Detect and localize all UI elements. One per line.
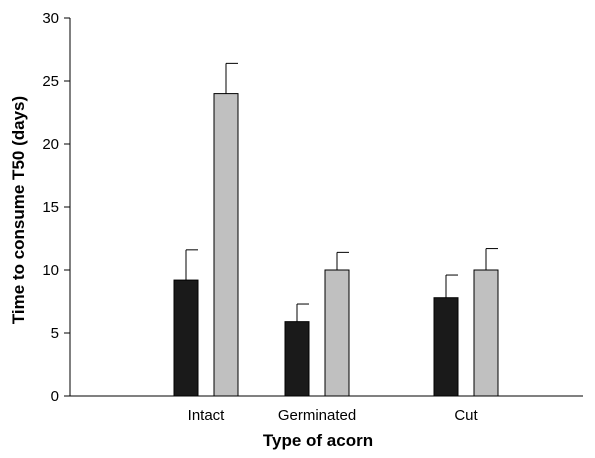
plot-area: 0 5 10 15 20 25 30 Intact Germinated Cut	[42, 10, 583, 424]
bar	[213, 93, 239, 397]
y-tick-label: 30	[42, 10, 59, 27]
y-tick-label: 5	[51, 325, 59, 342]
y-tick-label: 20	[42, 136, 59, 153]
y-tick-label: 25	[42, 73, 59, 90]
bar	[324, 269, 350, 397]
bar	[433, 297, 459, 397]
x-tick-label: Cut	[454, 407, 478, 424]
bar	[473, 269, 499, 397]
y-axis-title: Time to consume T50 (days)	[9, 96, 28, 324]
y-tick-label: 0	[51, 388, 59, 405]
x-axis-title: Type of acorn	[263, 431, 373, 450]
y-tick-label: 10	[42, 262, 59, 279]
x-tick-label: Intact	[188, 407, 226, 424]
x-tick-label: Germinated	[278, 407, 356, 424]
y-tick-label: 15	[42, 199, 59, 216]
bar	[173, 279, 199, 397]
bar	[284, 321, 310, 397]
